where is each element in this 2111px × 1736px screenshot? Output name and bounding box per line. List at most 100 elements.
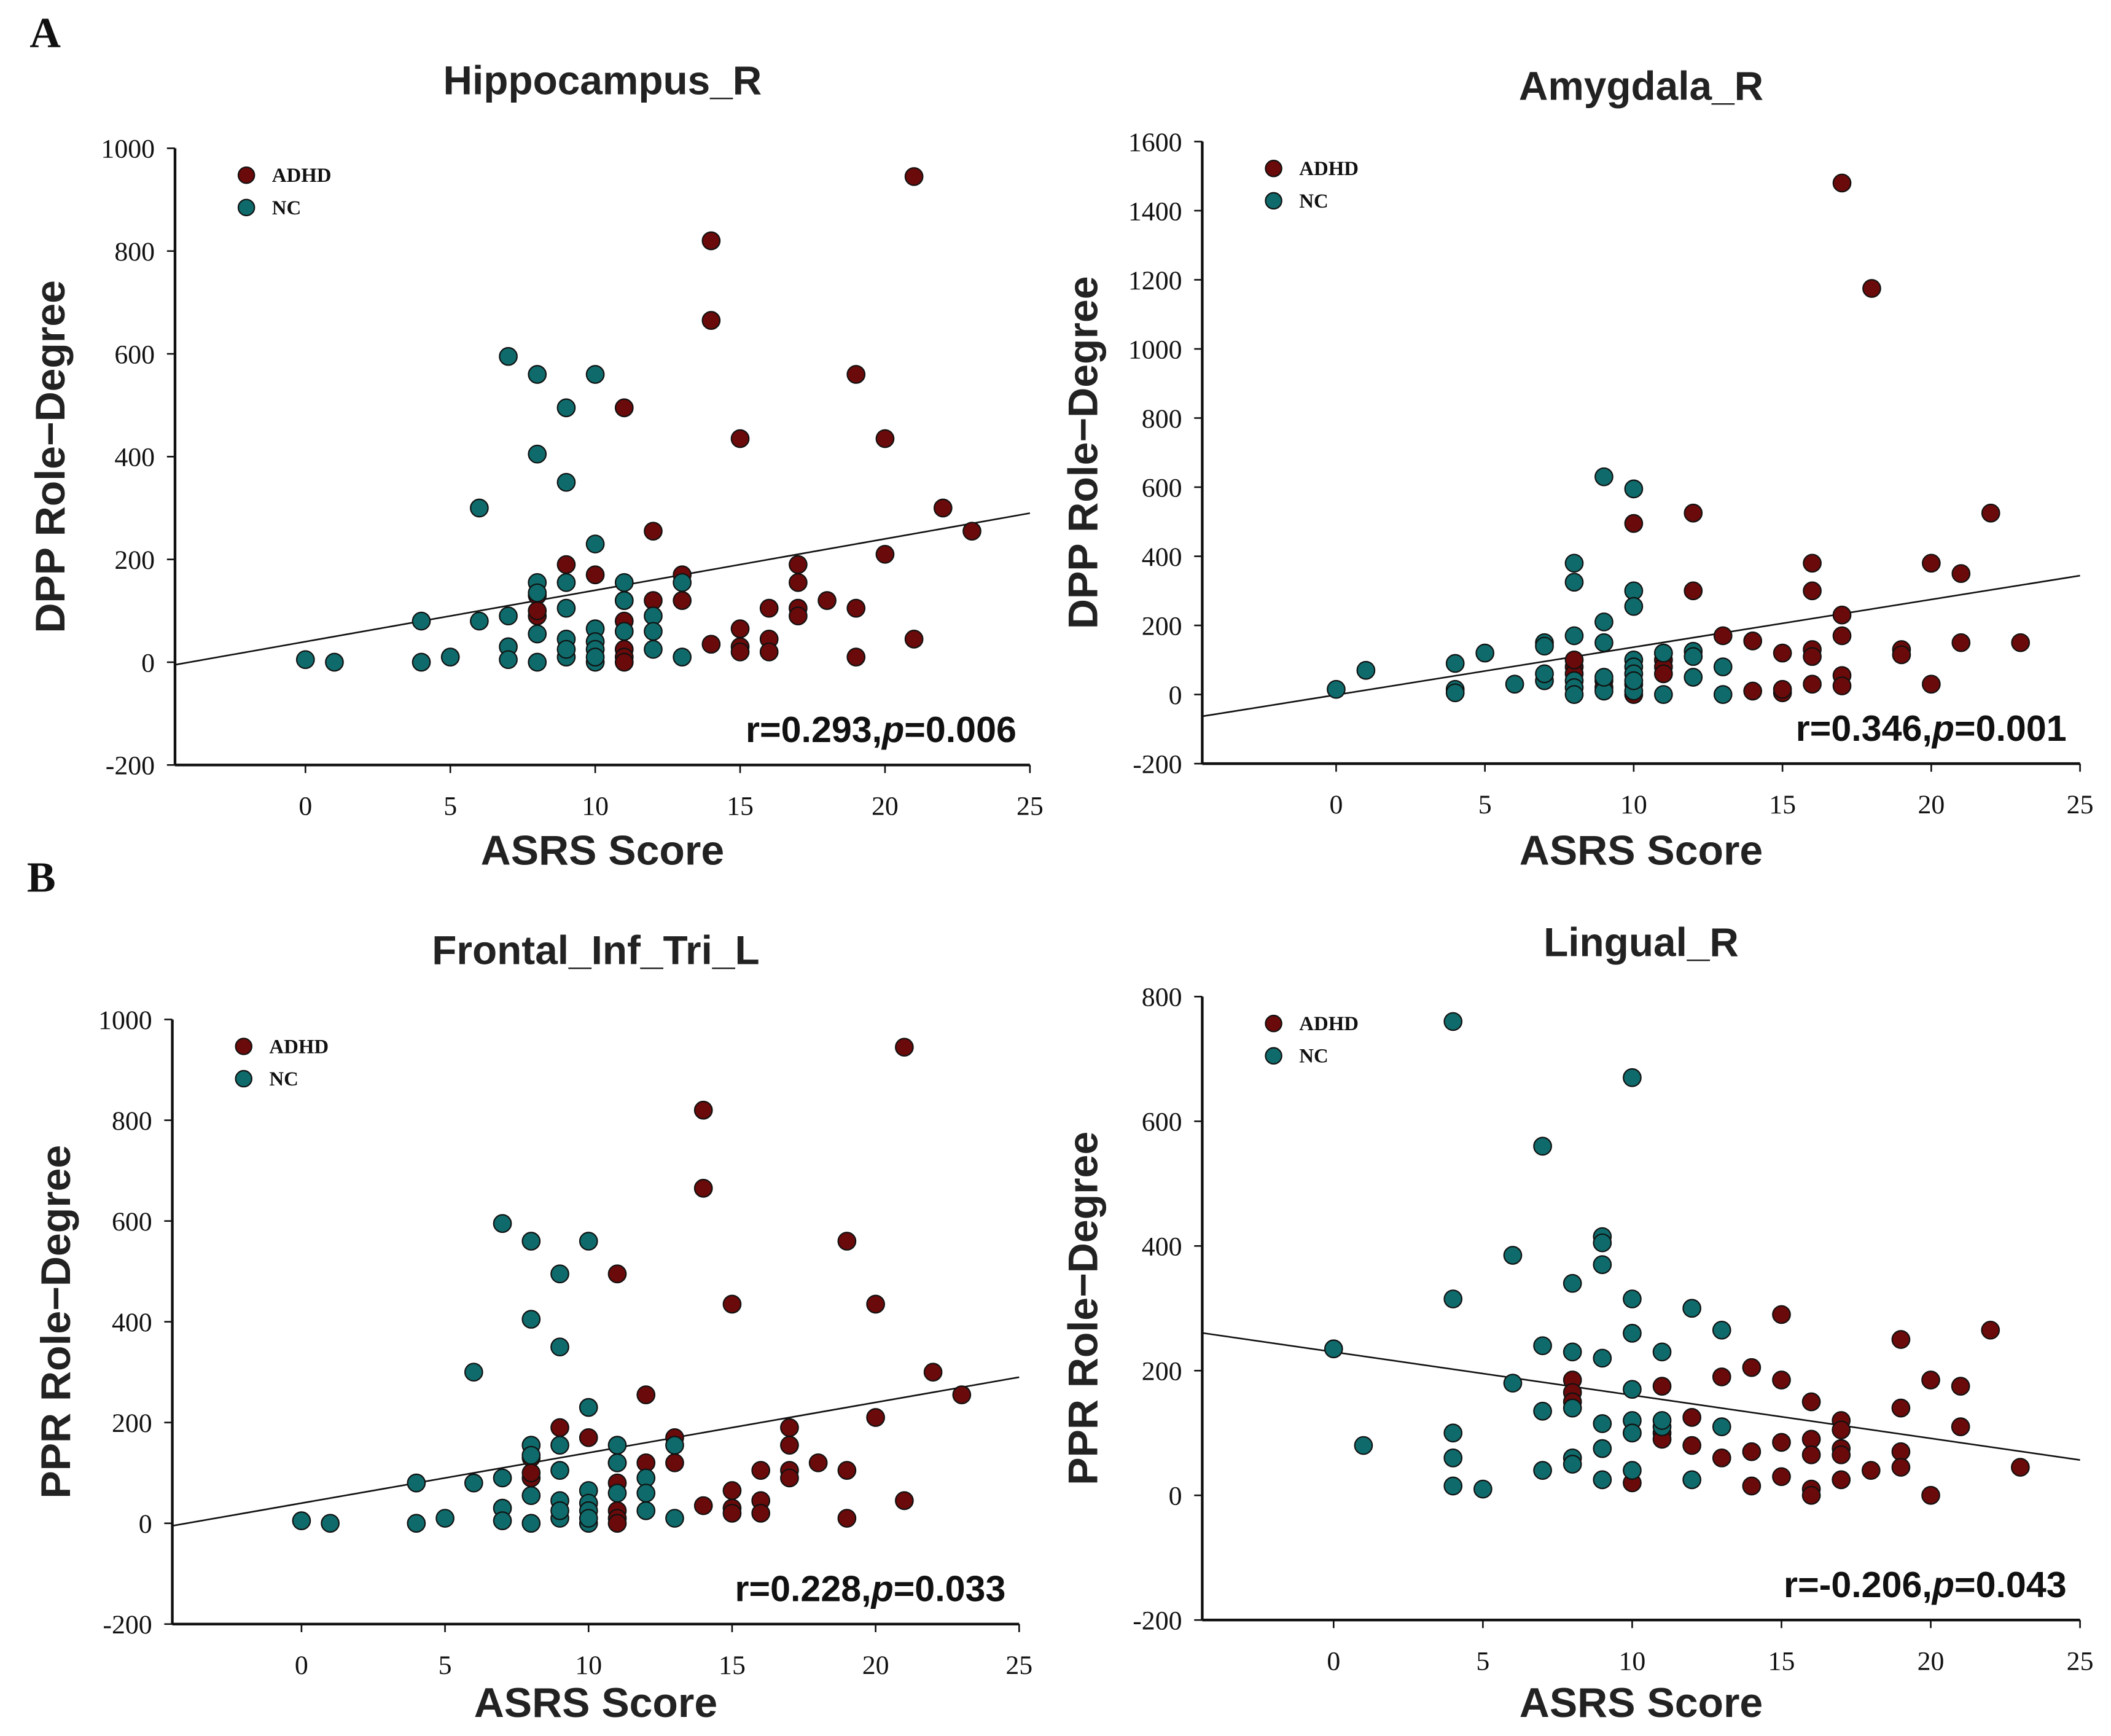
y-tick-label: -200 <box>1133 749 1182 779</box>
data-point-adhd <box>875 544 895 564</box>
scatter-plot-1: Hippocampus_R ASRS Score DPP Role−Degree 0 5… <box>27 58 1044 874</box>
data-point-adhd <box>673 591 692 610</box>
data-point-nc <box>1593 1439 1612 1458</box>
regression-line <box>1202 574 2080 717</box>
data-point-nc <box>1652 1342 1672 1362</box>
y-tick-label: 0 <box>141 648 155 678</box>
data-point-nc <box>556 598 576 618</box>
data-point-nc <box>1624 479 1644 499</box>
data-point-adhd <box>1832 626 1852 646</box>
data-point-nc <box>292 1511 311 1530</box>
data-point-nc <box>1533 1136 1552 1156</box>
data-point-nc <box>1563 1342 1582 1362</box>
x-tick-label: 0 <box>1327 1646 1340 1676</box>
data-point-nc <box>521 1232 541 1251</box>
data-point-adhd <box>1682 1436 1701 1455</box>
y-axis-label: PPR Role−Degree <box>1059 1132 1106 1485</box>
data-point-adhd <box>837 1509 857 1528</box>
data-point-nc <box>607 1436 627 1455</box>
x-axis-label: ASRS Score <box>1520 827 1763 874</box>
p-value: =0.043 <box>1954 1564 2067 1605</box>
data-point-adhd <box>1742 1476 1762 1496</box>
y-tick-label: 400 <box>112 1308 152 1337</box>
data-point-adhd <box>1653 664 1673 684</box>
data-point-adhd <box>665 1453 684 1472</box>
data-point-nc <box>1623 1423 1642 1443</box>
y-tick-label: 600 <box>114 340 155 369</box>
data-point-adhd <box>607 1514 627 1533</box>
data-point-adhd <box>751 1504 771 1523</box>
data-point-adhd <box>1981 503 2000 523</box>
data-point-nc <box>493 1511 512 1530</box>
data-point-adhd <box>866 1294 885 1314</box>
data-point-nc <box>1533 1461 1552 1480</box>
r-value: r=0.228, <box>735 1568 871 1609</box>
data-point-adhd <box>1742 1358 1762 1377</box>
data-point-nc <box>1594 633 1613 652</box>
data-point-adhd <box>607 1264 627 1284</box>
data-point-nc <box>1593 1255 1612 1275</box>
data-point-adhd <box>1981 1320 2000 1340</box>
chart-title: Lingual_R <box>1543 920 1739 965</box>
data-point-adhd <box>556 555 576 574</box>
data-point-nc <box>1443 1423 1463 1443</box>
data-point-nc <box>1564 553 1584 573</box>
data-point-adhd <box>693 1496 713 1515</box>
data-point-nc <box>644 622 663 641</box>
data-point-adhd <box>693 1179 713 1198</box>
legend-label: NC <box>269 1068 298 1090</box>
data-point-nc <box>412 611 431 631</box>
data-point-adhd <box>1891 1458 1911 1477</box>
data-point-nc <box>550 1264 569 1284</box>
data-point-nc <box>1356 660 1376 680</box>
y-axis-label: DPP Role−Degree <box>1059 276 1106 629</box>
regression-line <box>172 1376 1020 1527</box>
legend-marker-adhd <box>235 1038 252 1055</box>
x-axis-label: ASRS Score <box>1520 1679 1763 1726</box>
data-point-nc <box>1533 1336 1552 1356</box>
data-point-nc <box>407 1473 426 1493</box>
data-point-nc <box>1443 1012 1463 1031</box>
data-point-adhd <box>1951 564 1971 584</box>
data-point-nc <box>550 1337 569 1357</box>
data-point-nc <box>1443 1289 1463 1308</box>
scatter-plot-2: Amygdala_R ASRS Score DPP Role−Degree 0 5 10 1… <box>1059 63 2093 874</box>
data-point-adhd <box>895 1491 914 1511</box>
data-point-adhd <box>521 1463 541 1483</box>
y-tick-label: 400 <box>1142 542 1182 572</box>
data-point-adhd <box>1772 1433 1791 1452</box>
x-tick-label: 20 <box>862 1651 889 1680</box>
data-point-nc <box>528 652 547 672</box>
data-point-nc <box>1327 679 1346 699</box>
data-point-adhd <box>636 1385 656 1404</box>
data-point-adhd <box>1891 1442 1911 1461</box>
data-point-nc <box>528 583 547 603</box>
data-point-nc <box>1713 657 1733 676</box>
data-point-nc <box>556 573 576 592</box>
data-point-nc <box>644 639 663 659</box>
data-point-adhd <box>1951 633 1971 652</box>
data-point-nc <box>521 1514 541 1533</box>
regression-line <box>1202 1332 2080 1461</box>
data-point-nc <box>440 647 460 667</box>
data-point-adhd <box>759 598 779 618</box>
x-tick-label: 5 <box>443 791 457 821</box>
data-point-adhd <box>1832 1470 1851 1490</box>
data-point-adhd <box>1922 553 1941 573</box>
x-tick-label: 0 <box>299 791 312 821</box>
data-point-adhd <box>1922 674 1941 694</box>
data-point-nc <box>1712 1417 1731 1436</box>
data-point-nc <box>499 650 518 670</box>
p-symbol: p <box>881 709 904 750</box>
legend-label: NC <box>1299 190 1328 213</box>
scatter-plot-4: Lingual_R ASRS Score PPR Role−Degree 0 5 10 15… <box>1059 920 2093 1726</box>
data-point-adhd <box>1832 1445 1851 1464</box>
chart-title: Hippocampus_R <box>443 58 762 103</box>
data-point-nc <box>1653 685 1673 704</box>
data-point-nc <box>407 1514 426 1533</box>
data-point-nc <box>1473 1479 1493 1499</box>
data-point-nc <box>1475 643 1495 663</box>
legend-label: NC <box>1299 1046 1328 1068</box>
legend-marker-nc <box>237 198 256 217</box>
